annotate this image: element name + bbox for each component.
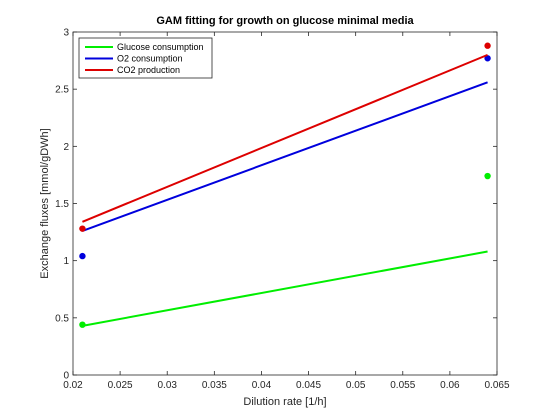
x-tick-label: 0.04 (252, 380, 272, 391)
y-tick-label: 2.5 (55, 85, 69, 96)
x-tick-label: 0.055 (390, 380, 415, 391)
legend-label: CO2 production (117, 65, 180, 75)
y-axis-label: Exchange fluxes [mmol/gDWh] (39, 128, 51, 278)
y-axis-ticks: 0 0.5 1 1.5 2 2.5 3 (55, 28, 497, 382)
y-tick-label: 0 (63, 371, 69, 382)
plot-area-frame (72, 31, 498, 376)
x-tick-label: 0.045 (296, 380, 321, 391)
x-tick-label: 0.06 (440, 380, 460, 391)
data-point (484, 172, 491, 180)
axes-box (72, 31, 498, 376)
x-tick-label: 0.05 (346, 380, 366, 391)
y-tick-label: 0.5 (55, 313, 69, 324)
data-point (484, 55, 491, 62)
series-1 (79, 55, 491, 260)
series-2 (79, 42, 491, 232)
data-point (79, 321, 86, 328)
x-tick-label: 0.035 (202, 380, 227, 391)
data-point (484, 42, 491, 49)
y-tick-label: 1.5 (55, 199, 69, 210)
legend-label: O2 consumption (117, 54, 183, 64)
series-line (82, 81, 488, 232)
data-point (79, 225, 86, 232)
x-tick-label: 0.03 (157, 380, 177, 391)
x-tick-label: 0.025 (108, 380, 133, 391)
x-axis-label: Dilution rate [1/h] (243, 396, 326, 408)
x-tick-label: 0.065 (484, 380, 509, 391)
series-line (82, 250, 488, 327)
data-point (79, 252, 86, 260)
series-line (82, 53, 488, 223)
chart-title: GAM fitting for growth on glucose minima… (156, 15, 414, 27)
x-axis-ticks: 0.02 0.025 0.03 0.035 0.04 0.045 0.05 0.055 0.06… (63, 32, 510, 391)
y-tick-label: 1 (63, 256, 69, 267)
series-layer (79, 42, 491, 328)
legend-label: Glucose consumption (117, 42, 204, 52)
y-tick-label: 2 (63, 142, 69, 153)
x-tick-label: 0.02 (63, 380, 83, 391)
series-0 (79, 172, 491, 328)
y-tick-label: 3 (63, 28, 69, 39)
